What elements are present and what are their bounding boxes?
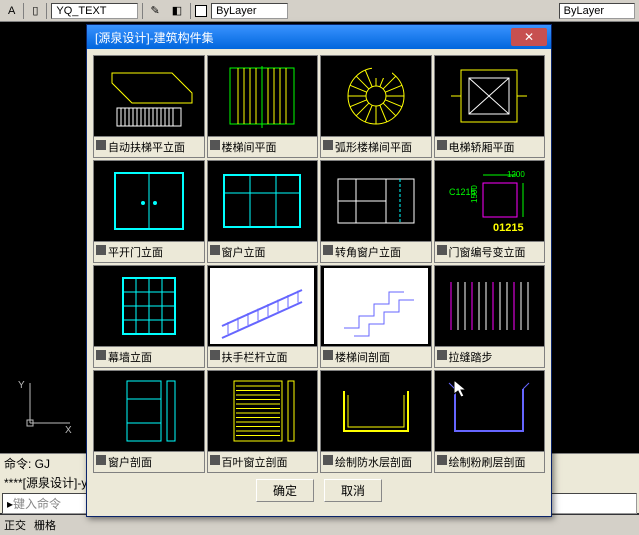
color-swatch[interactable] [195,5,207,17]
ucs-icon: X Y [15,378,75,433]
layer-combo[interactable]: ByLayer [211,3,287,19]
component-thumb: C1215 1200 1500 01215 [435,161,545,241]
ok-button[interactable]: 确定 [256,479,314,502]
component-thumb [94,56,204,136]
component-thumb [208,266,318,346]
component-label: 转角窗户立面 [321,241,431,262]
status-item[interactable]: 正交 [4,517,26,533]
component-cell[interactable]: 绘制防水层剖面 [320,370,432,473]
component-label: 幕墙立面 [94,346,204,367]
tool-icon[interactable]: ✎ [147,2,164,19]
component-cell[interactable]: 扶手栏杆立面 [207,265,319,368]
component-label: 楼梯间平面 [208,136,318,157]
components-dialog: [源泉设计]-建筑构件集 ✕ 自动扶梯平立面 楼梯间平面 弧形楼梯间平面 电梯轿… [86,24,552,517]
component-cell[interactable]: 自动扶梯平立面 [93,55,205,158]
component-label: 扶手栏杆立面 [208,346,318,367]
component-thumb [208,371,318,451]
component-label: 自动扶梯平立面 [94,136,204,157]
cad-toolbar: A ▯ YQ_TEXT ✎ ◧ ByLayer ByLayer [0,0,639,22]
component-thumb [94,371,204,451]
tool-icon[interactable]: ▯ [28,2,42,19]
component-cell[interactable]: 窗户立面 [207,160,319,263]
component-cell[interactable]: 幕墙立面 [93,265,205,368]
textstyle-combo[interactable]: YQ_TEXT [51,3,137,19]
component-thumb [435,371,545,451]
component-cell[interactable]: 窗户剖面 [93,370,205,473]
components-grid: 自动扶梯平立面 楼梯间平面 弧形楼梯间平面 电梯轿厢平面 平开门立面 窗户立面 … [93,55,545,473]
component-label: 窗户剖面 [94,451,204,472]
component-thumb [208,56,318,136]
component-thumb [435,266,545,346]
component-cell[interactable]: C1215 1200 1500 01215 门窗编号变立面 [434,160,546,263]
status-bar: 正交 栅格 [0,515,639,535]
component-cell[interactable]: 百叶窗立剖面 [207,370,319,473]
component-thumb [321,371,431,451]
component-thumb [321,56,431,136]
component-thumb [321,161,431,241]
svg-text:X: X [65,425,72,433]
component-label: 电梯轿厢平面 [435,136,545,157]
component-label: 楼梯间剖面 [321,346,431,367]
component-label: 拉缝踏步 [435,346,545,367]
close-icon[interactable]: ✕ [511,28,547,46]
component-cell[interactable]: 楼梯间平面 [207,55,319,158]
linetype-combo[interactable]: ByLayer [559,3,635,19]
tool-icon[interactable]: ◧ [168,2,186,19]
component-label: 窗户立面 [208,241,318,262]
component-cell[interactable]: 电梯轿厢平面 [434,55,546,158]
component-label: 门窗编号变立面 [435,241,545,262]
component-thumb [435,56,545,136]
dialog-titlebar[interactable]: [源泉设计]-建筑构件集 ✕ [87,25,551,49]
svg-text:Y: Y [18,380,25,391]
component-label: 弧形楼梯间平面 [321,136,431,157]
component-cell[interactable]: 弧形楼梯间平面 [320,55,432,158]
component-label: 百叶窗立剖面 [208,451,318,472]
component-label: 绘制防水层剖面 [321,451,431,472]
svg-text:1500: 1500 [470,185,479,203]
component-thumb [208,161,318,241]
command-input[interactable]: 键入命令 [13,495,61,512]
component-cell[interactable]: 平开门立面 [93,160,205,263]
component-label: 绘制粉刷层剖面 [435,451,545,472]
component-cell[interactable]: 绘制粉刷层剖面 [434,370,546,473]
component-thumb [321,266,431,346]
component-thumb [94,266,204,346]
status-item[interactable]: 栅格 [34,517,56,533]
component-cell[interactable]: 楼梯间剖面 [320,265,432,368]
component-thumb [94,161,204,241]
svg-text:01215: 01215 [493,222,524,234]
component-label: 平开门立面 [94,241,204,262]
component-cell[interactable]: 拉缝踏步 [434,265,546,368]
dialog-title: [源泉设计]-建筑构件集 [95,29,214,46]
cancel-button[interactable]: 取消 [324,479,382,502]
tool-icon[interactable]: A [4,3,19,19]
component-cell[interactable]: 转角窗户立面 [320,160,432,263]
